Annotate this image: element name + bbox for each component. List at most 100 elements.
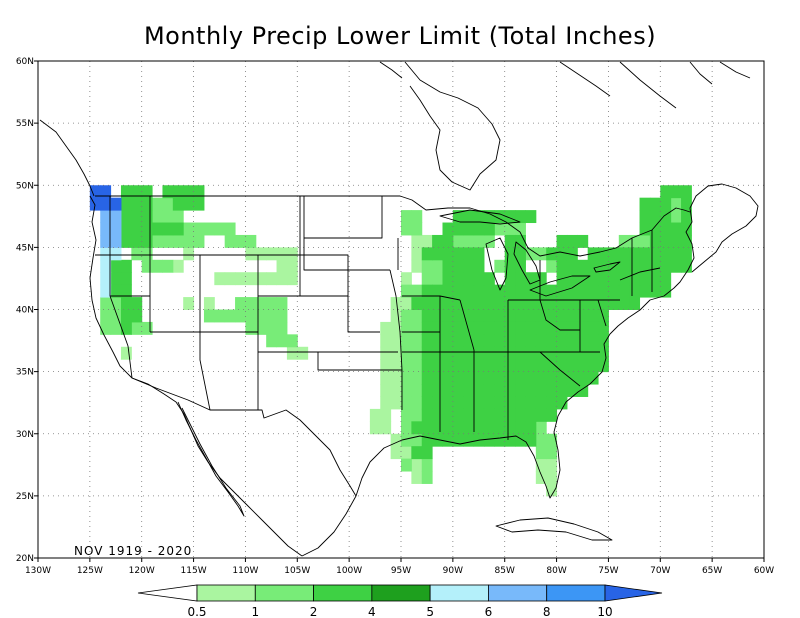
precip-cell: [473, 359, 485, 373]
precip-cell: [463, 396, 475, 410]
precip-cell: [546, 433, 558, 447]
precip-cell: [660, 210, 672, 224]
precip-cell: [618, 259, 630, 273]
precip-cell: [110, 309, 122, 323]
precip-cell: [401, 309, 412, 323]
precip-cell: [442, 334, 454, 348]
precip-cell: [401, 334, 412, 348]
precip-cell: [380, 384, 392, 397]
precip-cell: [110, 321, 122, 335]
precip-cell: [401, 458, 412, 472]
precip-cell: [100, 234, 112, 248]
precip-cell: [515, 396, 526, 410]
precip-cell: [566, 284, 578, 298]
precip-cell: [411, 446, 423, 460]
precip-cell: [587, 297, 599, 310]
precip-cell: [411, 371, 423, 385]
precip-cell: [670, 259, 682, 273]
precip-cell: [670, 197, 682, 211]
precip-cell: [421, 384, 433, 397]
precip-cell: [452, 334, 464, 348]
colorbar-swatch: [196, 584, 256, 602]
precip-cell: [525, 334, 537, 348]
precip-cell: [556, 346, 568, 360]
precip-cell: [235, 297, 246, 310]
precip-cell: [110, 197, 122, 211]
precip-cell: [214, 309, 226, 323]
great-lakes: [439, 209, 621, 297]
gulf-coast: [301, 183, 759, 557]
precip-cell: [504, 272, 516, 286]
precip-cell: [131, 309, 143, 323]
precip-cell: [463, 346, 475, 360]
precip-cell: [535, 309, 547, 323]
precip-cell: [608, 284, 620, 298]
precip-cell: [639, 284, 651, 298]
precip-cell: [660, 272, 672, 286]
precip-cell: [473, 284, 485, 298]
precip-cell: [131, 234, 143, 248]
precip-cell: [483, 297, 495, 310]
precip-cell: [629, 272, 641, 286]
precip-cell: [483, 384, 495, 397]
precip-cell: [421, 433, 433, 447]
precip-cell: [235, 309, 246, 323]
precip-cell: [535, 371, 547, 385]
precip-cell: [452, 321, 464, 335]
precip-cell: [411, 321, 423, 335]
precip-cell: [515, 371, 526, 385]
precip-cell: [473, 309, 485, 323]
precip-cell: [172, 197, 184, 211]
precip-cell: [452, 359, 464, 373]
precip-cell: [183, 185, 195, 199]
precip-cell: [131, 197, 143, 211]
precip-cell: [110, 297, 122, 310]
precip-cell: [380, 346, 392, 360]
precip-cell: [297, 346, 309, 360]
precip-cell: [421, 321, 433, 335]
precip-cell: [483, 334, 495, 348]
precip-cell: [442, 272, 454, 286]
hudson-bay: [404, 61, 501, 191]
precip-cell: [670, 210, 682, 224]
lon-tick-label: 70W: [650, 566, 670, 576]
precip-cell: [577, 346, 589, 360]
precip-cell: [401, 433, 412, 447]
precip-cell: [141, 210, 153, 224]
precip-cell: [494, 408, 506, 422]
precip-cell: [442, 433, 454, 447]
precip-cell: [276, 334, 288, 348]
precip-cell: [131, 222, 143, 236]
lat-tick-label: 30N: [16, 430, 34, 440]
precip-cell: [401, 297, 412, 310]
precip-cell: [504, 222, 516, 236]
precip-cell: [452, 210, 464, 224]
precip-cell: [494, 371, 506, 385]
precip-cell: [390, 446, 402, 460]
precip-cell: [452, 346, 464, 360]
precip-cell: [525, 284, 537, 298]
precip-cell: [286, 259, 298, 273]
precip-cell: [535, 471, 547, 484]
precip-cell: [483, 272, 495, 286]
precip-cell: [577, 284, 589, 298]
precip-cell: [120, 346, 132, 360]
precip-cell: [401, 359, 412, 373]
precip-cell: [266, 297, 278, 310]
precip-cell: [504, 433, 516, 447]
precip-cell: [411, 234, 423, 248]
precip-cell: [587, 309, 599, 323]
precip-cell: [442, 309, 454, 323]
precip-cell: [535, 458, 547, 472]
precip-cell: [224, 309, 236, 323]
precip-cell: [504, 210, 516, 224]
precip-cell: [369, 408, 381, 422]
lon-tick-label: 125W: [77, 566, 103, 576]
precip-cell: [172, 185, 184, 199]
precip-cell: [639, 222, 651, 236]
precip-cell: [266, 309, 278, 323]
precip-cell: [110, 259, 122, 273]
precip-cell: [193, 222, 205, 236]
precip-cell: [276, 247, 288, 261]
precip-cell: [432, 321, 443, 335]
